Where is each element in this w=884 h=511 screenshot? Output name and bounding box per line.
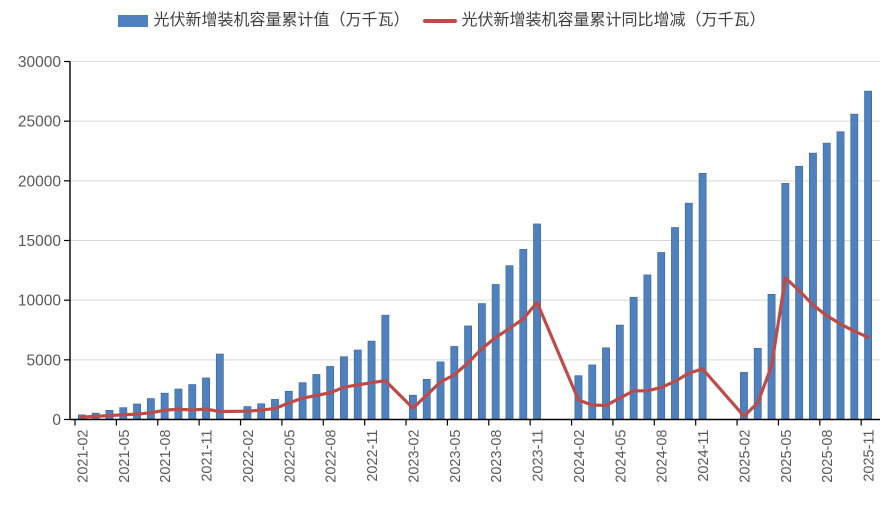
bar bbox=[243, 406, 252, 420]
x-tick-label: 2023-08 bbox=[489, 430, 505, 483]
x-tick-label: 2021-08 bbox=[158, 430, 174, 483]
bar bbox=[671, 227, 679, 420]
bar bbox=[298, 382, 307, 420]
y-tick-label: 5000 bbox=[27, 352, 62, 369]
bar-series-label: 光伏新增装机容量累计值（万千瓦） bbox=[153, 12, 410, 29]
x-tick-label: 2021-11 bbox=[200, 430, 216, 482]
x-tick-label: 2023-02 bbox=[406, 430, 422, 483]
x-tick-label: 2025-11 bbox=[862, 430, 878, 482]
bar bbox=[533, 223, 541, 420]
x-tick-label: 2023-05 bbox=[448, 429, 464, 482]
bar bbox=[836, 131, 845, 420]
bar bbox=[753, 347, 762, 420]
bar bbox=[809, 152, 817, 420]
bar bbox=[822, 142, 831, 420]
bar bbox=[381, 314, 390, 420]
bar bbox=[188, 384, 197, 420]
bar bbox=[629, 296, 638, 420]
bar bbox=[450, 346, 459, 420]
x-tick-label: 2025-02 bbox=[737, 430, 753, 483]
bar bbox=[615, 324, 624, 420]
bar bbox=[133, 403, 141, 420]
bar bbox=[146, 398, 155, 420]
bar bbox=[602, 347, 610, 420]
bar bbox=[505, 265, 514, 420]
x-tick-label: 2025-05 bbox=[779, 430, 795, 483]
bar bbox=[477, 303, 486, 420]
x-tick-label: 2021-05 bbox=[117, 430, 133, 483]
bar bbox=[588, 364, 597, 420]
bar bbox=[202, 377, 210, 420]
x-tick-label: 2024-05 bbox=[613, 430, 629, 483]
bar bbox=[698, 173, 707, 420]
y-tick-label: 0 bbox=[52, 412, 61, 429]
bar-series-swatch-icon bbox=[118, 15, 149, 27]
line-series-label: 光伏新增装机容量累计同比增减（万千瓦） bbox=[461, 12, 766, 29]
x-tick-label: 2024-11 bbox=[696, 430, 712, 482]
x-tick-label: 2022-08 bbox=[324, 430, 340, 483]
legend: 光伏新增装机容量累计值（万千瓦） 光伏新增装机容量累计同比增减（万千瓦） bbox=[0, 11, 884, 31]
bar bbox=[864, 90, 873, 420]
y-tick-label: 20000 bbox=[18, 173, 61, 190]
line-series-swatch-icon bbox=[422, 19, 457, 23]
y-tick-label: 30000 bbox=[18, 54, 61, 71]
bar bbox=[367, 340, 376, 420]
bar bbox=[174, 388, 183, 420]
y-tick-label: 15000 bbox=[18, 233, 61, 250]
legend-item-line-series: 光伏新增装机容量累计同比增减（万千瓦） bbox=[422, 11, 766, 31]
x-tick-label: 2022-05 bbox=[282, 430, 298, 483]
x-tick-label: 2024-02 bbox=[572, 430, 588, 483]
x-tick-label: 2022-11 bbox=[365, 430, 381, 482]
bar bbox=[850, 113, 859, 420]
bar bbox=[464, 325, 473, 420]
bar bbox=[491, 284, 500, 420]
bar bbox=[160, 392, 169, 420]
bar bbox=[684, 202, 693, 420]
x-tick-label: 2025-08 bbox=[820, 430, 836, 483]
bar bbox=[643, 274, 652, 420]
x-tick-label: 2021-02 bbox=[75, 430, 91, 483]
bar bbox=[436, 361, 445, 420]
bar bbox=[519, 249, 528, 420]
line-series bbox=[80, 276, 870, 419]
legend-item-bar-series: 光伏新增装机容量累计值（万千瓦） bbox=[118, 11, 410, 31]
x-tick-label: 2022-02 bbox=[241, 430, 257, 483]
x-tick-label: 2024-08 bbox=[655, 430, 671, 483]
bar bbox=[657, 252, 666, 420]
x-tick-label: 2023-11 bbox=[531, 430, 547, 482]
y-tick-label: 10000 bbox=[18, 293, 61, 310]
y-tick-label: 25000 bbox=[18, 114, 61, 131]
